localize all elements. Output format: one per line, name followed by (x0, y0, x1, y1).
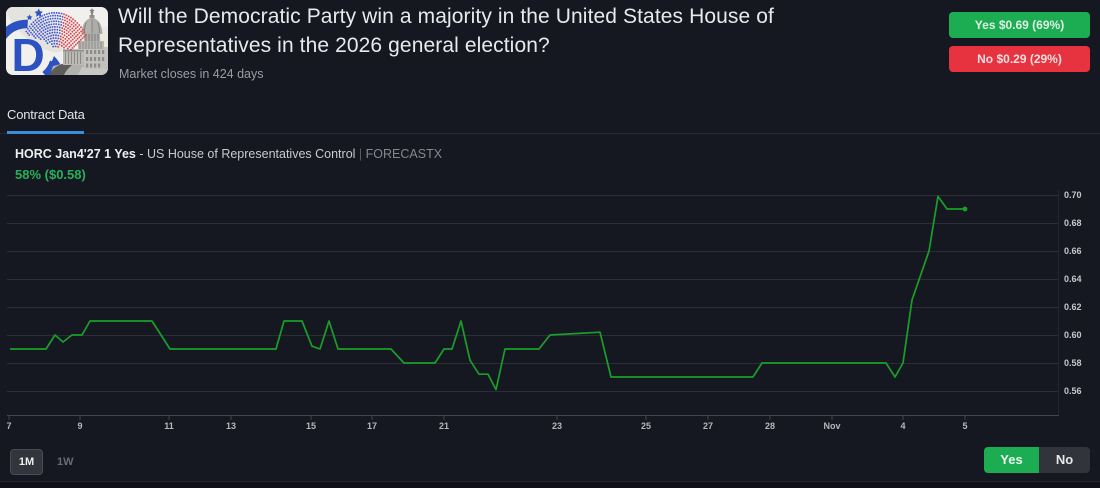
svg-text:9: 9 (77, 421, 82, 431)
svg-text:0.64: 0.64 (1064, 274, 1082, 284)
svg-text:0.70: 0.70 (1064, 190, 1082, 200)
svg-text:27: 27 (703, 421, 713, 431)
svg-text:0.68: 0.68 (1064, 218, 1082, 228)
svg-text:0.66: 0.66 (1064, 246, 1082, 256)
svg-text:0.56: 0.56 (1064, 386, 1082, 396)
svg-text:21: 21 (439, 421, 449, 431)
svg-text:0.58: 0.58 (1064, 358, 1082, 368)
svg-text:0.62: 0.62 (1064, 302, 1082, 312)
svg-text:Nov: Nov (823, 421, 840, 431)
svg-text:23: 23 (552, 421, 562, 431)
svg-text:25: 25 (641, 421, 651, 431)
svg-text:0.60: 0.60 (1064, 330, 1082, 340)
svg-text:5: 5 (962, 421, 967, 431)
svg-text:13: 13 (226, 421, 236, 431)
svg-text:11: 11 (164, 421, 174, 431)
svg-text:D: D (12, 29, 45, 75)
svg-text:7: 7 (6, 421, 11, 431)
svg-text:15: 15 (306, 421, 316, 431)
svg-text:4: 4 (900, 421, 905, 431)
svg-text:17: 17 (367, 421, 377, 431)
svg-text:28: 28 (765, 421, 775, 431)
